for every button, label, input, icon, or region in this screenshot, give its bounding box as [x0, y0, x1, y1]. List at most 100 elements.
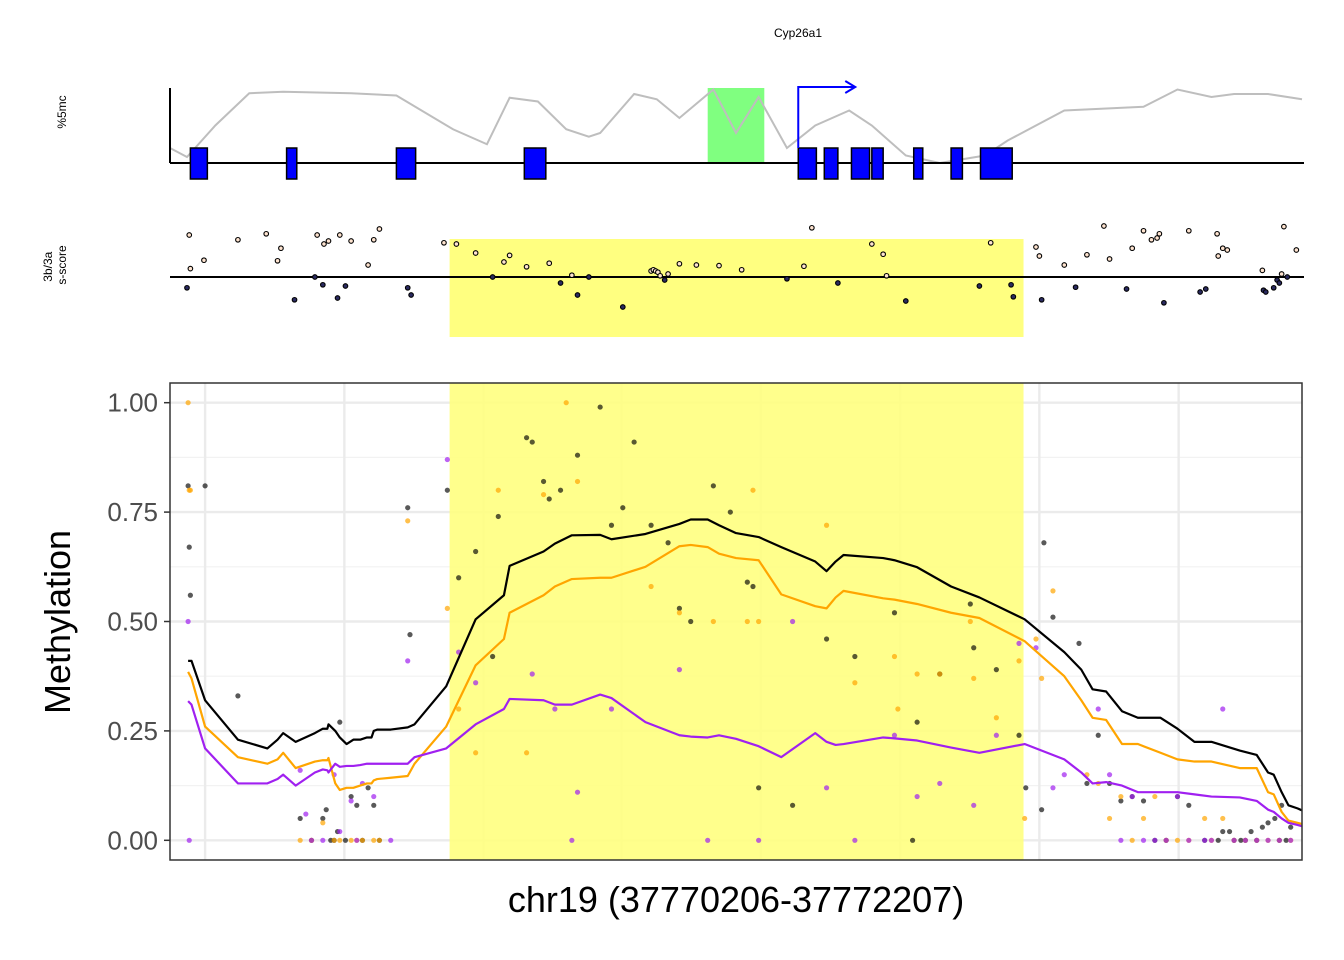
sscore-point-87: [1276, 280, 1283, 286]
sscore-point-32: [557, 280, 564, 286]
sscore-point-35: [585, 274, 592, 280]
purple-point-30: [914, 793, 920, 800]
black-point-84: [1272, 815, 1278, 822]
purple-point-43: [1152, 837, 1158, 843]
sscore-point-70: [1140, 227, 1147, 234]
black-point-9: [323, 807, 329, 813]
sscore-point-52: [868, 241, 875, 247]
sscore-point-29: [501, 259, 507, 265]
sscore-point-80: [1219, 245, 1226, 252]
tss-arrow: [797, 86, 855, 148]
black-point-14: [342, 837, 349, 843]
black-point-80: [1248, 828, 1254, 835]
methylation-axis-label: Methylation: [37, 530, 78, 714]
black-point-34: [597, 404, 603, 410]
orange-point-48: [1140, 815, 1147, 822]
black-point-43: [727, 509, 733, 515]
black-point-30: [540, 478, 547, 485]
orange-point-24: [676, 610, 683, 616]
black-point-23: [444, 487, 450, 493]
purple-point-33: [993, 732, 999, 738]
black-point-33: [574, 452, 581, 458]
orange-point-25: [710, 618, 716, 625]
exon-10: [950, 147, 964, 180]
black-smooth-line: [188, 518, 1302, 812]
black-point-68: [1140, 798, 1147, 804]
sscore-point-33: [569, 272, 575, 279]
exon-3: [395, 147, 417, 180]
black-point-39: [665, 540, 671, 546]
orange-point-27: [750, 487, 756, 493]
sscore-point-85: [1270, 284, 1277, 291]
orange-point-6: [320, 820, 326, 826]
exon-1: [189, 147, 209, 180]
orange-point-47: [1129, 837, 1135, 843]
orange-point-35: [967, 618, 973, 625]
purple-point-39: [1106, 772, 1113, 778]
black-point-44: [744, 579, 750, 585]
black-point-57: [1016, 732, 1022, 738]
black-point-83: [1265, 820, 1271, 826]
orange-point-11: [359, 837, 366, 843]
sscore-point-74: [1161, 299, 1167, 306]
sscore-point-77: [1202, 286, 1209, 292]
sscore-point-78: [1214, 230, 1220, 237]
sscore-point-16: [342, 283, 349, 289]
region-axis-label: chr19 (37770206-37772207): [508, 879, 964, 920]
orange-point-42: [1050, 588, 1056, 594]
sscore-point-9: [312, 274, 318, 280]
orange-point-38: [1016, 658, 1022, 664]
black-point-35: [608, 522, 615, 528]
black-point-40: [676, 605, 683, 611]
cpg-island-box: [707, 88, 765, 163]
sscore-point-89: [1281, 223, 1287, 230]
sscore-point-55: [902, 298, 909, 304]
black-point-8: [320, 815, 326, 822]
purple-point-19: [552, 706, 558, 712]
sscore-point-19: [365, 262, 371, 268]
orange-point-46: [1118, 793, 1124, 800]
sscore-point-69: [1129, 245, 1136, 252]
black-point-16: [354, 802, 360, 808]
sscore-point-53: [880, 251, 887, 258]
black-point-49: [852, 653, 858, 660]
black-point-62: [1076, 640, 1082, 646]
methylation-marks: 0.00 0.25 0.50 0.75 1.00: [107, 382, 1303, 861]
sscore-point-23: [408, 292, 414, 298]
purple-point-40: [1118, 837, 1124, 843]
exon-9: [912, 147, 924, 180]
purple-point-37: [1061, 772, 1067, 778]
fivemc-axis-label: %5mc: [55, 95, 69, 128]
sscore-point-65: [1084, 251, 1090, 258]
sscore-point-68: [1123, 286, 1130, 292]
sscore-point-63: [1061, 262, 1068, 268]
purple-point-49: [1220, 706, 1226, 712]
black-point-15: [348, 793, 354, 800]
sscore-point-62: [1038, 296, 1045, 303]
black-point-55: [971, 645, 977, 651]
sscore-point-82: [1259, 267, 1266, 274]
black-point-52: [914, 719, 920, 725]
orange-point-14: [405, 518, 411, 524]
orange-point-8: [337, 837, 343, 843]
sscore-point-59: [1010, 293, 1017, 300]
black-point-37: [631, 439, 637, 445]
black-point-75: [1220, 828, 1226, 835]
sscore-point-91: [1293, 247, 1300, 253]
orange-point-28: [756, 618, 762, 625]
sscore-point-7: [274, 257, 281, 264]
orange-point-15: [444, 605, 450, 611]
black-point-26: [490, 653, 496, 660]
black-point-3: [187, 592, 193, 598]
orange-point-53: [1202, 815, 1208, 822]
purple-point-54: [1276, 837, 1282, 843]
sscore-point-88: [1278, 271, 1285, 277]
black-point-1: [185, 483, 191, 489]
y-tick-label-2: 0.25: [107, 716, 158, 746]
sscore-point-21: [376, 226, 383, 232]
black-point-47: [790, 802, 796, 808]
exon-2: [285, 147, 298, 180]
orange-point-29: [823, 522, 830, 528]
black-point-64: [1095, 732, 1101, 738]
